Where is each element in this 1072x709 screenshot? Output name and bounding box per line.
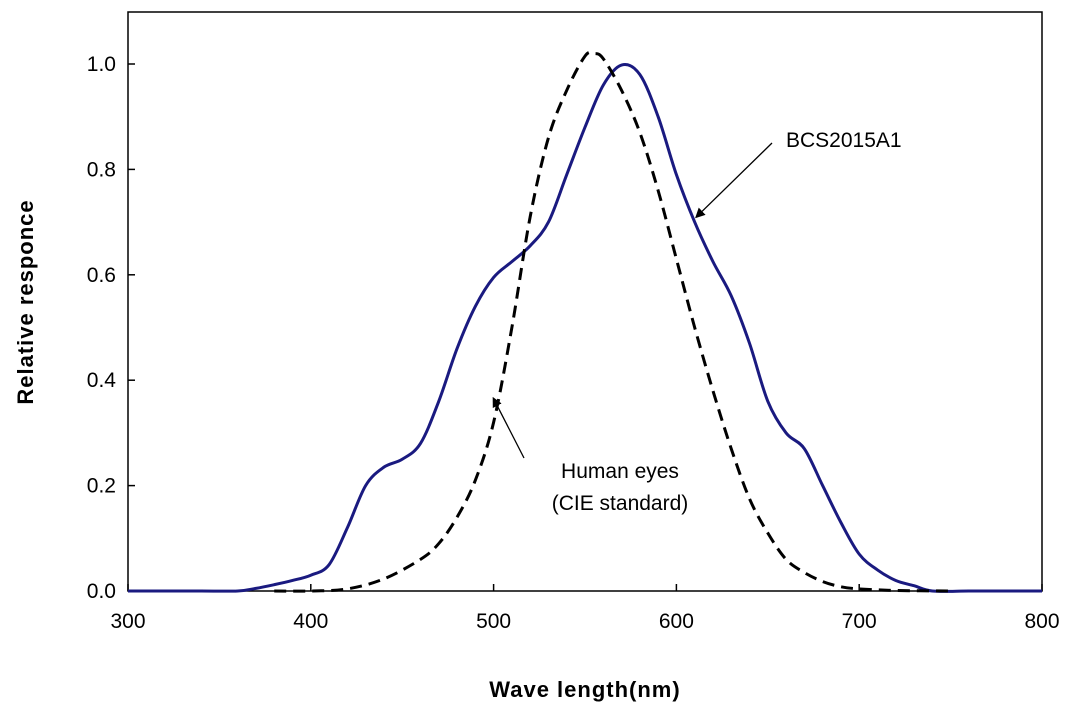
y-tick-label: 0.8 <box>87 158 116 181</box>
y-tick-label: 0.4 <box>87 369 117 392</box>
x-tick-label: 700 <box>842 610 877 633</box>
plot-frame <box>127 11 1043 592</box>
annotation-label-cie: (CIE standard) <box>552 492 689 515</box>
annotation-layer: BCS2015A1 Human eyes (CIE standard) <box>492 129 902 515</box>
series-line-bcs2015a1 <box>128 63 1042 593</box>
x-tick-label: 600 <box>659 610 694 633</box>
x-tick-label: 300 <box>110 610 145 633</box>
y-tick-label: 1.0 <box>87 53 116 76</box>
y-axis-title: Relative responce <box>13 199 38 404</box>
y-tick-label: 0.2 <box>87 475 116 498</box>
x-tick-label: 800 <box>1024 610 1059 633</box>
y-tick-label: 0.6 <box>87 264 116 287</box>
annotation-label-bcs: BCS2015A1 <box>786 129 902 152</box>
annotation-label-cie: Human eyes <box>561 460 679 483</box>
series-line-human-eyes <box>274 50 951 593</box>
x-tick-label: 500 <box>476 610 511 633</box>
x-axis: 300 400 500 600 700 800 <box>110 584 1060 633</box>
y-axis: 0.0 0.2 0.4 0.6 0.8 1.0 <box>87 53 135 603</box>
x-axis-title: Wave length(nm) <box>489 677 680 702</box>
annotation-arrow-cie <box>492 396 525 459</box>
annotation-arrow-bcs <box>695 142 773 219</box>
y-tick-label: 0.0 <box>87 580 116 603</box>
x-tick-label: 400 <box>293 610 328 633</box>
series-layer <box>128 50 1042 593</box>
